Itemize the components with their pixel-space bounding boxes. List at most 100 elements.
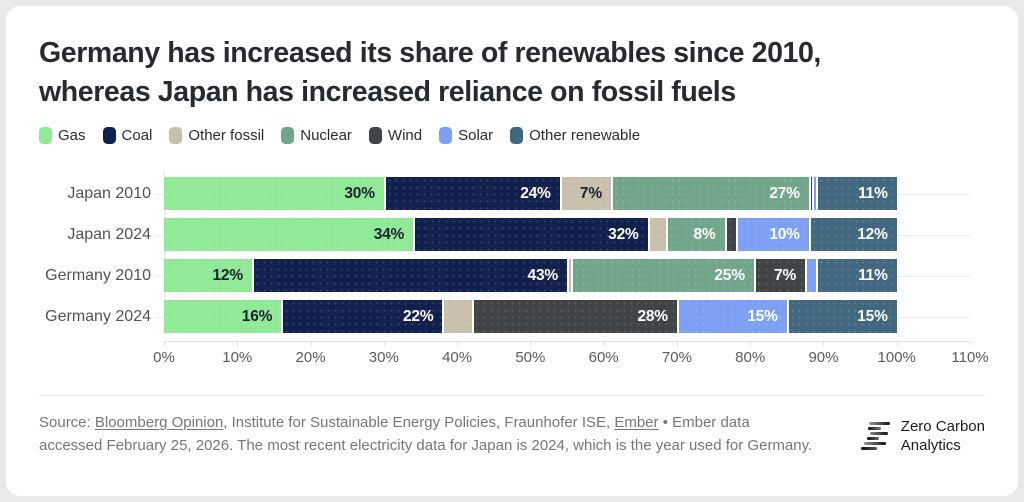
legend-swatch-nuclear: [281, 127, 295, 144]
bar-segment-other-renewable: 15%: [786, 300, 897, 333]
segment-value-label: 10%: [769, 225, 800, 243]
legend-swatch-other-renewable: [510, 127, 524, 144]
bar-segment-wind: 7%: [753, 259, 806, 292]
stacked-bar-japan-2010: 30% 24% 7% 27% 11%: [164, 177, 970, 210]
bar-segment-solar: [812, 177, 817, 210]
x-axis-tick-40: 40%: [442, 341, 473, 366]
row-label: Germany 2024: [45, 307, 151, 325]
bar-segment-other-renewable: 12%: [808, 218, 897, 251]
legend-label-gas: Gas: [58, 127, 86, 144]
bar-segment-nuclear: 25%: [570, 259, 754, 292]
bar-segment-solar: [805, 259, 817, 292]
bar-segment-nuclear: 8%: [665, 218, 725, 251]
bar-segment-other-renewable: 11%: [816, 259, 897, 292]
bar-row-japan-2024: Japan 2024 34% 32% 8% 10% 12%: [39, 218, 970, 251]
x-axis-tick-80: 80%: [735, 341, 766, 366]
source-link-bloomberg-opinion[interactable]: Bloomberg Opinion: [94, 414, 224, 431]
chart: Japan 2010 30% 24% 7% 27% 11% Japan 2024 34% 32%…: [39, 173, 989, 371]
legend-label-coal: Coal: [121, 127, 153, 144]
logo-text: Zero Carbon Analytics: [901, 417, 985, 455]
title-line-2: whereas Japan has increased reliance on …: [39, 76, 736, 108]
x-axis-tick-30: 30%: [368, 341, 399, 366]
bar-segment-other-fossil: [566, 259, 571, 292]
segment-value-label: 28%: [637, 307, 668, 325]
bar-segment-solar: 10%: [735, 218, 809, 251]
bar-segment-solar: 15%: [676, 300, 787, 333]
bar-segment-gas: 16%: [164, 300, 282, 333]
bar-track: 16% 22% 28% 15% 15%: [155, 300, 970, 333]
bar-row-germany-2010: Germany 2010 12% 43% 25% 7% 11%: [39, 259, 970, 292]
footer-source: Source: Bloomberg Opinion, Institute for…: [39, 411, 814, 457]
legend-item-gas: Gas: [39, 127, 86, 144]
segment-value-label: 7%: [774, 266, 797, 284]
legend-item-other-renewable: Other renewable: [510, 127, 640, 144]
legend-swatch-coal: [102, 127, 116, 144]
segment-value-label: 16%: [241, 307, 273, 325]
bar-track: 34% 32% 8% 10% 12%: [155, 218, 970, 251]
infographic-card: Germany has increased its share of renew…: [6, 6, 1018, 496]
segment-value-label: 34%: [373, 225, 405, 243]
legend-item-nuclear: Nuclear: [281, 127, 352, 144]
x-axis-tick-50: 50%: [515, 341, 546, 366]
bar-row-japan-2010: Japan 2010 30% 24% 7% 27% 11%: [39, 177, 970, 210]
legend-item-other-fossil: Other fossil: [169, 127, 264, 144]
legend-item-solar: Solar: [439, 127, 493, 144]
bar-segment-other-fossil: [647, 218, 666, 251]
header: Germany has increased its share of renew…: [6, 6, 1018, 112]
x-axis-tick-70: 70%: [661, 341, 692, 366]
x-axis: 0% 10% 20% 30% 40% 50% 60% 70% 80% 90% 100% 110%: [153, 341, 989, 371]
segment-value-label: 11%: [858, 266, 888, 284]
bar-segment-nuclear: 27%: [610, 177, 809, 210]
bar-segment-gas: 12%: [164, 259, 252, 292]
legend-label-other-fossil: Other fossil: [188, 127, 265, 144]
bar-segment-wind: [724, 218, 736, 251]
bar-segment-coal: 22%: [281, 300, 443, 333]
legend-item-coal: Coal: [102, 127, 153, 144]
x-axis-tick-0: 0%: [153, 341, 175, 366]
legend-label-solar: Solar: [458, 127, 494, 144]
bar-track: 12% 43% 25% 7% 11%: [155, 259, 970, 292]
legend-label-nuclear: Nuclear: [300, 127, 352, 144]
stacked-bar-germany-2024: 16% 22% 28% 15% 15%: [164, 300, 970, 333]
segment-value-label: 7%: [579, 184, 602, 202]
segment-value-label: 24%: [520, 184, 551, 202]
row-label: Japan 2010: [67, 184, 151, 202]
x-axis-tick-60: 60%: [588, 341, 619, 366]
segment-value-label: 15%: [747, 307, 778, 325]
segment-value-label: 30%: [344, 184, 375, 202]
x-axis-tick-10: 10%: [222, 341, 253, 366]
bar-row-germany-2024: Germany 2024 16% 22% 28% 15% 15%: [39, 300, 970, 333]
bar-track: 30% 24% 7% 27% 11%: [155, 177, 970, 210]
segment-value-label: 15%: [857, 307, 888, 325]
bar-segment-coal: 24%: [383, 177, 560, 210]
legend-item-wind: Wind: [368, 127, 422, 144]
segment-value-label: 27%: [769, 184, 800, 202]
segment-value-label: 12%: [857, 225, 888, 243]
zero-carbon-analytics-logo: Zero Carbon Analytics: [860, 411, 985, 455]
segment-value-label: 43%: [527, 266, 559, 284]
bar-segment-coal: 32%: [413, 218, 648, 251]
x-axis-tick-20: 20%: [295, 341, 326, 366]
legend: Gas Coal Other fossil Nuclear Wind Solar Other…: [39, 127, 1018, 144]
x-axis-tick-110: 110%: [951, 341, 989, 366]
legend-swatch-wind: [368, 127, 382, 144]
source-suffix: • Ember data accessed February 25, 2026.…: [39, 414, 813, 454]
segment-value-label: 25%: [714, 266, 745, 284]
source-link-ember[interactable]: Ember: [614, 414, 659, 431]
segment-value-label: 32%: [608, 225, 639, 243]
legend-label-other-renewable: Other renewable: [529, 127, 641, 144]
bar-segment-other-fossil: 7%: [559, 177, 611, 210]
title-line-1: Germany has increased its share of renew…: [39, 37, 821, 69]
row-label: Japan 2024: [67, 225, 151, 243]
stacked-bar-germany-2010: 12% 43% 25% 7% 11%: [164, 259, 970, 292]
stacked-bar-japan-2024: 34% 32% 8% 10% 12%: [164, 218, 970, 251]
bar-segment-other-fossil: [442, 300, 472, 333]
footer: Source: Bloomberg Opinion, Institute for…: [39, 395, 985, 457]
bar-segment-other-renewable: 11%: [816, 177, 897, 210]
source-prefix: Source:: [39, 414, 95, 431]
x-axis-tick-90: 90%: [808, 341, 839, 366]
zero-carbon-logo-icon: [860, 422, 891, 450]
source-middle: , Institute for Sustainable Energy Polic…: [223, 414, 615, 431]
bar-segment-gas: 34%: [164, 218, 414, 251]
legend-swatch-other-fossil: [169, 127, 183, 144]
